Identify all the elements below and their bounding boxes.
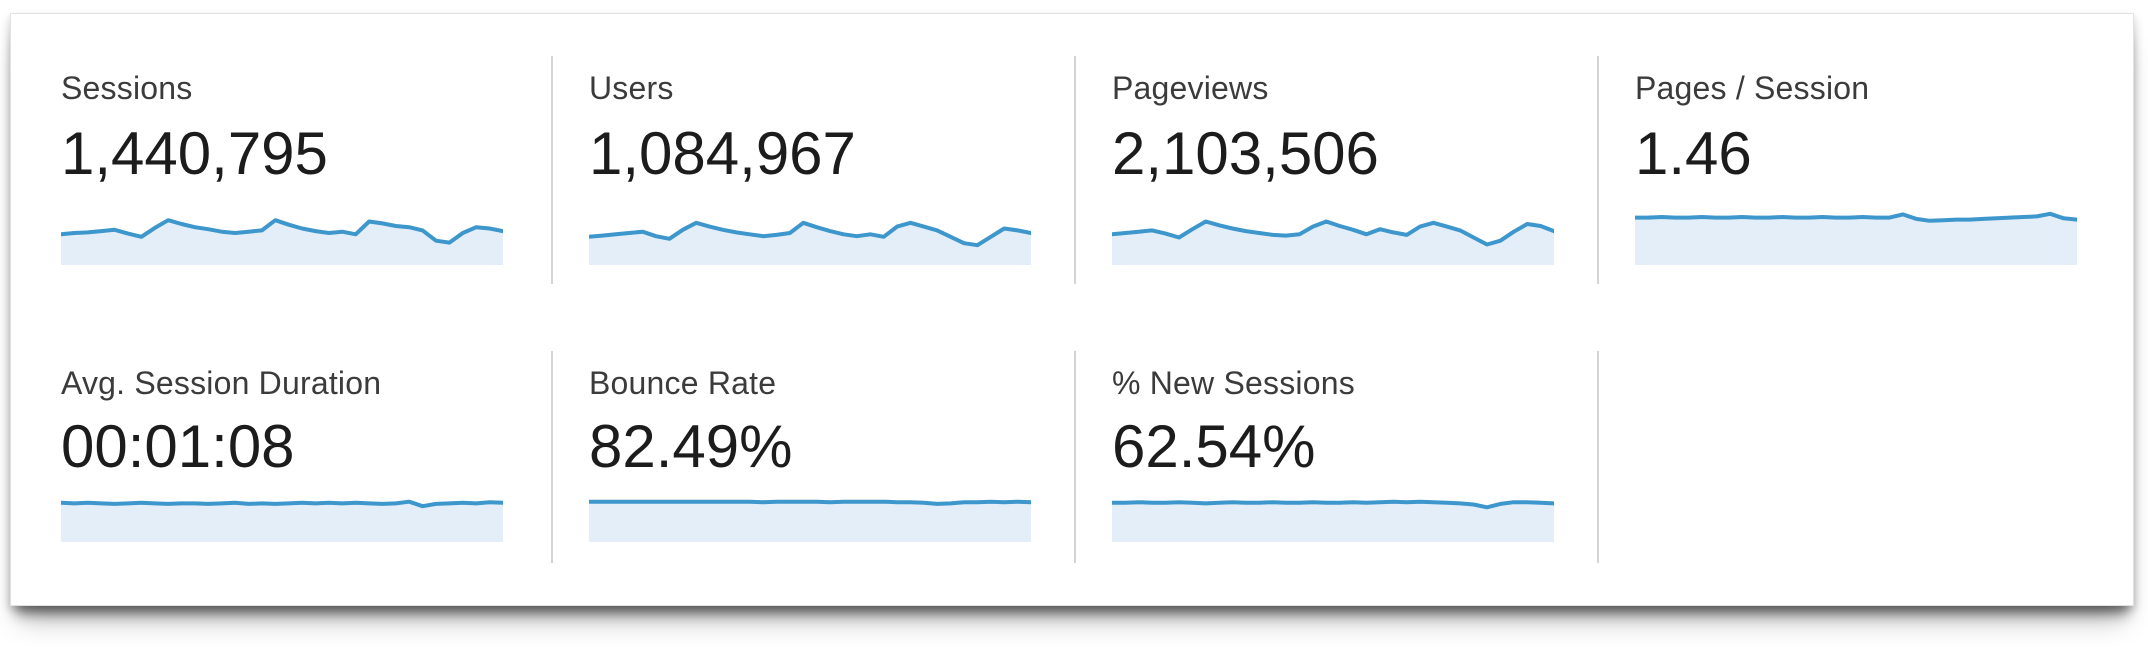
metric-value: 1,084,967 [589,120,856,187]
empty-cell [1599,351,2133,563]
metric-label: Pages / Session [1635,70,1870,106]
metric-card-users[interactable]: Users 1,084,967 [553,56,1076,284]
metric-value: 00:01:08 [61,413,295,480]
sparkline-chart [1112,499,1554,542]
metric-label: % New Sessions [1112,365,1355,401]
metric-label: Bounce Rate [589,365,777,401]
metric-card-sessions[interactable]: Sessions 1,440,795 [11,56,553,284]
metric-value: 62.54% [1112,413,1316,480]
metric-value: 1.46 [1635,120,1752,187]
sparkline-chart [1635,211,2077,265]
metric-label: Sessions [61,70,193,106]
metric-value: 82.49% [589,413,793,480]
metric-card-bounce-rate[interactable]: Bounce Rate 82.49% [553,351,1076,563]
metric-value: 2,103,506 [1112,120,1379,187]
metrics-row-top: Sessions 1,440,795 Users 1,084,967 Pagev… [11,56,2133,284]
metric-value: 1,440,795 [61,120,328,187]
metric-label: Users [589,70,674,106]
sparkline-chart [61,499,503,542]
metric-card-percent-new-sessions[interactable]: % New Sessions 62.54% [1076,351,1599,563]
metric-card-pageviews[interactable]: Pageviews 2,103,506 [1076,56,1599,284]
metrics-row-bottom: Avg. Session Duration 00:01:08 Bounce Ra… [11,351,2133,563]
sparkline-chart [61,218,503,265]
sparkline-chart [1112,219,1554,265]
sparkline-chart [589,220,1031,265]
metric-label: Avg. Session Duration [61,365,382,401]
metric-label: Pageviews [1112,70,1269,106]
metric-card-avg-session-duration[interactable]: Avg. Session Duration 00:01:08 [11,351,553,563]
metrics-panel: Sessions 1,440,795 Users 1,084,967 Pagev… [10,13,2134,606]
metric-card-pages-per-session[interactable]: Pages / Session 1.46 [1599,56,2133,284]
sparkline-chart [589,499,1031,542]
